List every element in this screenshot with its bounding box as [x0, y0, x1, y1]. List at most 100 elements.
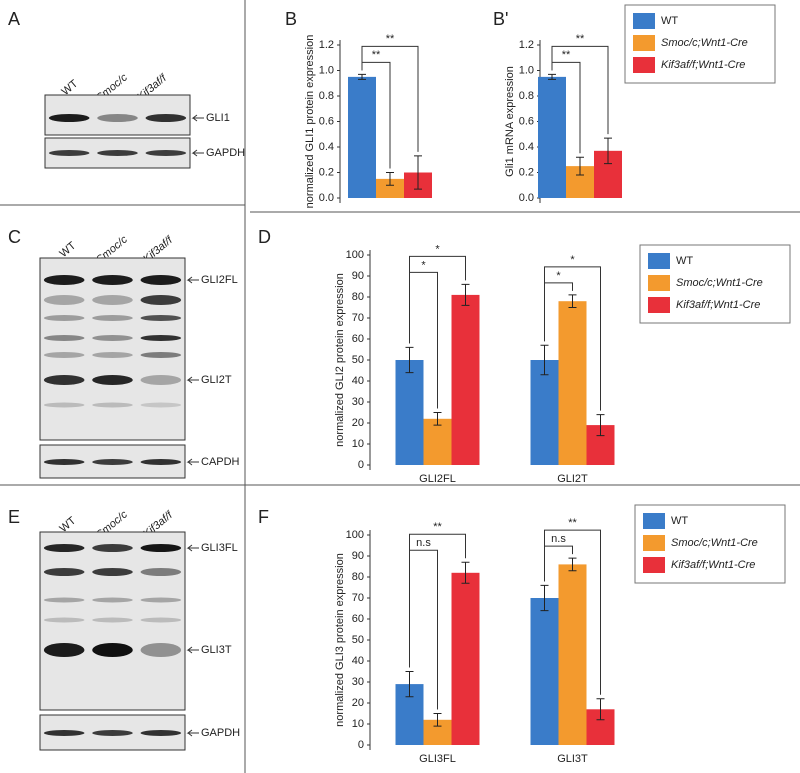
significance-label: **	[386, 33, 395, 45]
blot-box	[39, 257, 186, 441]
blot-band	[92, 617, 133, 623]
blot-band	[140, 617, 182, 623]
blot-band	[145, 150, 187, 156]
y-tick-label: 0.2	[519, 166, 534, 178]
blot-band	[97, 150, 138, 156]
blot-band	[43, 568, 85, 576]
blot-band	[43, 275, 85, 285]
band-label: CAPDH	[201, 456, 240, 468]
y-tick-label: 80	[352, 571, 364, 583]
error-bar	[540, 584, 549, 612]
y-tick-label: 100	[346, 529, 364, 541]
bar	[530, 360, 559, 465]
band-arrow	[186, 458, 199, 466]
bar	[558, 564, 587, 745]
error-bar	[576, 156, 584, 176]
blot-band	[43, 315, 85, 321]
y-tick-label: 70	[352, 592, 364, 604]
blot-box	[39, 531, 186, 711]
blot-band	[92, 402, 133, 408]
blot-band	[43, 617, 85, 623]
bar	[538, 76, 566, 198]
significance-label: *	[421, 259, 426, 271]
y-tick-label: 0	[358, 459, 364, 471]
blot-band	[145, 114, 187, 122]
significance-label: *	[556, 270, 561, 282]
legend-swatch	[633, 57, 655, 73]
y-tick-label: 100	[346, 249, 364, 261]
x-tick-label: GLI2FL	[419, 473, 456, 485]
blot-band	[92, 352, 133, 358]
blot-band	[140, 568, 182, 576]
y-axis-label: normalized GLI3 protein expression	[334, 553, 346, 727]
y-tick-label: 80	[352, 291, 364, 303]
legend-entry: Smoc/c;Wnt1-Cre	[671, 537, 758, 549]
y-tick-label: 0.0	[319, 192, 334, 204]
blot-band	[140, 643, 182, 657]
error-bar	[461, 283, 470, 306]
error-bar	[386, 172, 394, 186]
band-label: GAPDH	[206, 147, 245, 159]
legend-entry: Kif3af/f;Wnt1-Cre	[676, 299, 760, 311]
legend-swatch	[648, 275, 670, 291]
blot-band	[92, 375, 133, 385]
band-arrow	[186, 729, 199, 737]
legend-swatch	[633, 13, 655, 29]
y-tick-label: 0	[358, 739, 364, 751]
blot-band	[140, 544, 182, 552]
panel-label: A	[8, 9, 20, 29]
legend-entry: WT	[661, 15, 678, 27]
legend-swatch	[648, 297, 670, 313]
y-tick-label: 1.2	[319, 39, 334, 51]
bar	[423, 418, 452, 465]
blot-band	[92, 730, 133, 736]
y-tick-label: 0.4	[319, 141, 334, 153]
blot-band	[43, 459, 85, 465]
error-bar	[405, 671, 414, 698]
y-axis-label: normalized GLI1 protein expression	[304, 35, 316, 209]
blot-band	[140, 275, 182, 285]
bar	[376, 178, 404, 198]
band-label: GAPDH	[201, 727, 240, 739]
blot-band	[140, 730, 182, 736]
error-bar	[568, 294, 577, 308]
y-tick-label: 50	[352, 354, 364, 366]
blot-band	[140, 315, 182, 321]
y-tick-label: 10	[352, 438, 364, 450]
blot-band	[140, 375, 182, 385]
legend-entry: WT	[671, 515, 688, 527]
error-bar	[433, 713, 442, 727]
error-bar	[358, 73, 366, 80]
band-label: GLI1	[206, 112, 230, 124]
y-tick-label: 0.6	[319, 115, 334, 127]
error-bar	[540, 344, 549, 376]
bar	[395, 360, 424, 465]
y-axis-label: Gli1 mRNA expression	[504, 66, 516, 177]
blot-band	[140, 352, 182, 358]
legend-swatch	[643, 535, 665, 551]
error-bar	[433, 412, 442, 426]
x-tick-label: GLI2T	[557, 473, 588, 485]
blot-band	[92, 315, 133, 321]
significance-label: **	[576, 33, 585, 45]
significance-label: **	[433, 521, 442, 533]
legend-entry: WT	[676, 255, 693, 267]
blot-band	[48, 150, 90, 156]
significance-label: n.s	[551, 533, 566, 545]
blot-band	[48, 114, 90, 122]
y-tick-label: 0.2	[319, 166, 334, 178]
y-axis-label: normalized GLI2 protein expression	[334, 273, 346, 447]
y-tick-label: 10	[352, 718, 364, 730]
y-tick-label: 0.0	[519, 192, 534, 204]
band-arrow	[186, 376, 199, 384]
blot-band	[92, 295, 133, 305]
blot-band	[92, 597, 133, 603]
significance-bracket	[551, 45, 609, 135]
blot-band	[140, 459, 182, 465]
legend-entry: Kif3af/f;Wnt1-Cre	[661, 59, 745, 71]
bar	[348, 76, 376, 198]
x-tick-label: GLI3FL	[419, 753, 456, 765]
blot-band	[43, 335, 85, 341]
